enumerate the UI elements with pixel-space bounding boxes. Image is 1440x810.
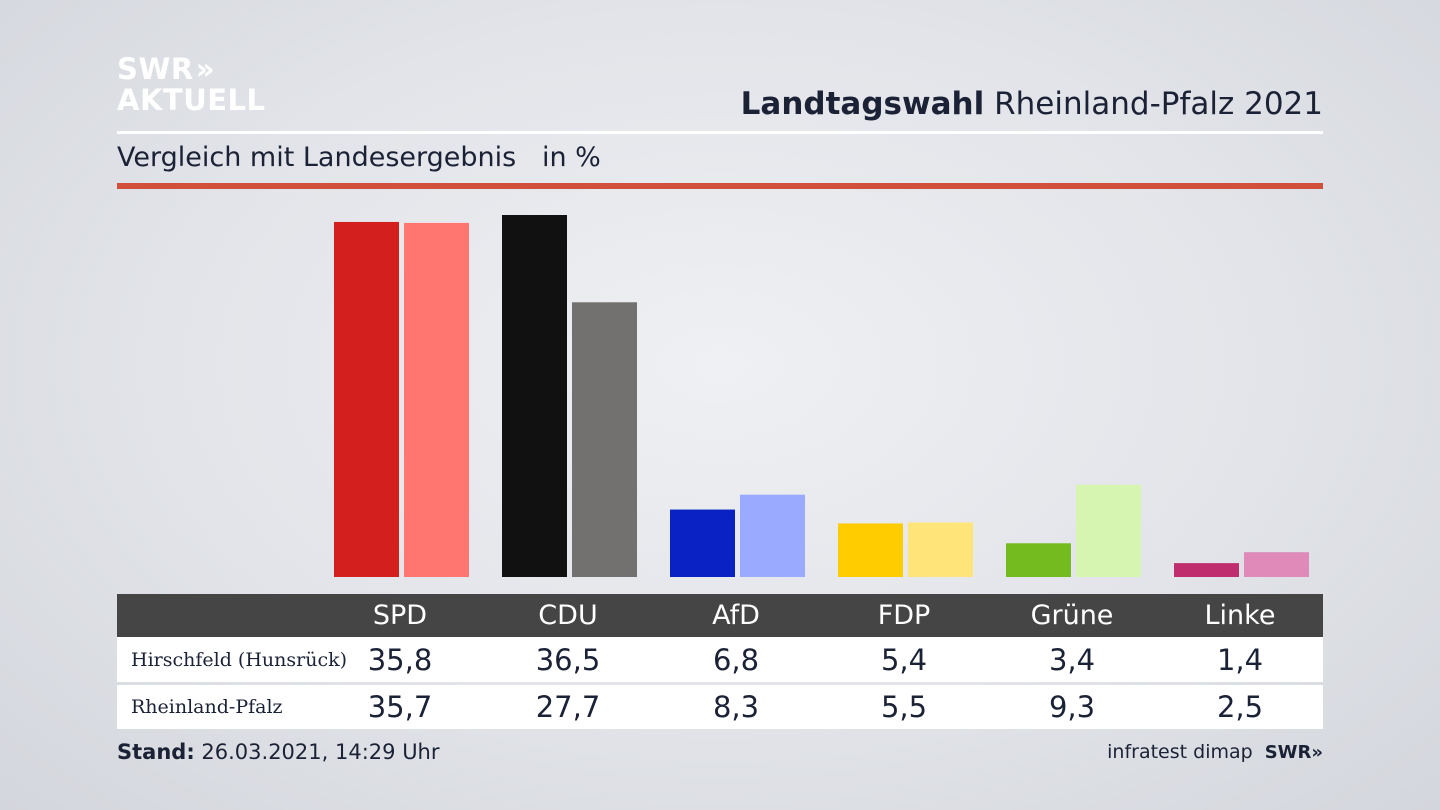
title-rest: Rheinland-Pfalz 2021 [994,86,1323,122]
bar-grüne-state [1076,484,1141,577]
chart-subtitle: Vergleich mit Landesergebnis in % [117,142,601,173]
bar-cdu-local [502,215,567,577]
bar-linke-local [1174,563,1239,577]
table-cell: 35,7 [367,690,433,724]
logo-aktuell-text: AKTUELL [117,83,266,117]
bar-grüne-local [1006,543,1071,577]
timestamp: Stand: 26.03.2021, 14:29 Uhr [117,740,440,764]
logo-swr-text: SWR [117,52,194,86]
table-cell: 27,7 [535,690,601,724]
table-cell: 35,8 [367,642,433,677]
column-header: Linke [1204,600,1276,631]
row-label-state: Rheinland-Pfalz [131,696,283,718]
column-header: AfD [712,600,760,631]
bar-fdp-state [908,522,973,577]
table-header: SPD CDU AfD FDP Grüne Linke [117,594,1323,637]
bar-chart [334,215,1309,578]
bar-afd-local [670,509,735,577]
table-cell: 3,4 [1048,642,1096,677]
stand-value: 26.03.2021, 14:29 Uhr [201,740,440,764]
source-credit: infratest dimap SWR» [1107,741,1323,763]
table-cell: 9,3 [1048,690,1096,724]
table-row: Hirschfeld (Hunsrück) 35,8 36,5 6,8 5,4 3,4 1… [117,637,1323,682]
column-header: CDU [538,600,598,631]
bar-fdp-local [838,523,903,577]
table-cell: 1,4 [1216,642,1264,677]
results-table: SPD CDU AfD FDP Grüne Linke Hirschfeld (Hunsr… [117,594,1323,729]
row-label-local: Hirschfeld (Hunsrück) [131,648,348,671]
source-text: infratest dimap [1107,741,1253,763]
table-cell: 5,5 [880,690,928,724]
bar-spd-local [334,221,399,578]
bar-linke-state [1244,552,1309,577]
subtitle-unit: in % [541,142,601,173]
page-title: Landtagswahl Rheinland-Pfalz 2021 [741,86,1323,122]
bar-spd-state [404,222,469,577]
table-cell: 2,5 [1216,690,1264,724]
header-divider [117,131,1323,134]
swr-aktuell-logo: SWR» AKTUELL [117,54,266,116]
table-row: Rheinland-Pfalz 35,7 27,7 8,3 5,5 9,3 2,5 [117,685,1323,729]
table-cell: 36,5 [535,642,601,677]
bar-afd-state [740,494,805,577]
column-header: Grüne [1030,600,1114,631]
table-cell: 5,4 [880,642,928,677]
subtitle-text: Vergleich mit Landesergebnis [117,142,517,173]
table-cell: 8,3 [712,690,760,724]
table-cell: 6,8 [712,642,760,677]
subtitle-divider [117,183,1323,189]
stand-label: Stand: [117,740,195,764]
column-header: SPD [372,600,428,631]
title-bold: Landtagswahl [740,86,985,122]
swr-brand-logo: SWR» [1264,741,1323,763]
bar-cdu-state [572,302,637,577]
column-header: FDP [877,600,931,631]
